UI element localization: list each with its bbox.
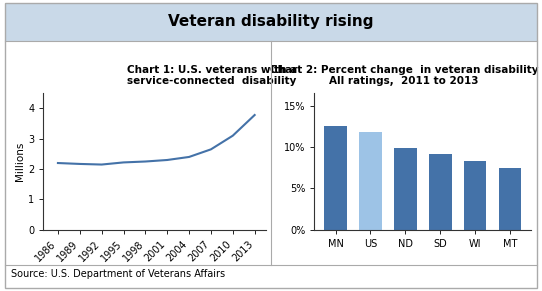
Bar	[499, 168, 521, 230]
Bar	[324, 126, 347, 230]
Bar	[464, 161, 486, 230]
Bar	[394, 148, 417, 230]
Text: Source: U.S. Department of Veterans Affairs: Source: U.S. Department of Veterans Affa…	[11, 269, 225, 278]
Bar	[359, 132, 382, 230]
Text: Veteran disability rising: Veteran disability rising	[168, 14, 374, 29]
Bar	[429, 155, 451, 230]
Y-axis label: Millions: Millions	[15, 142, 25, 181]
Text: Chart 2: Percent change  in veteran disability
All ratings,  2011 to 2013: Chart 2: Percent change in veteran disab…	[269, 65, 538, 86]
Text: Chart 1: U.S. veterans with a
service-connected  disability: Chart 1: U.S. veterans with a service-co…	[127, 65, 298, 86]
